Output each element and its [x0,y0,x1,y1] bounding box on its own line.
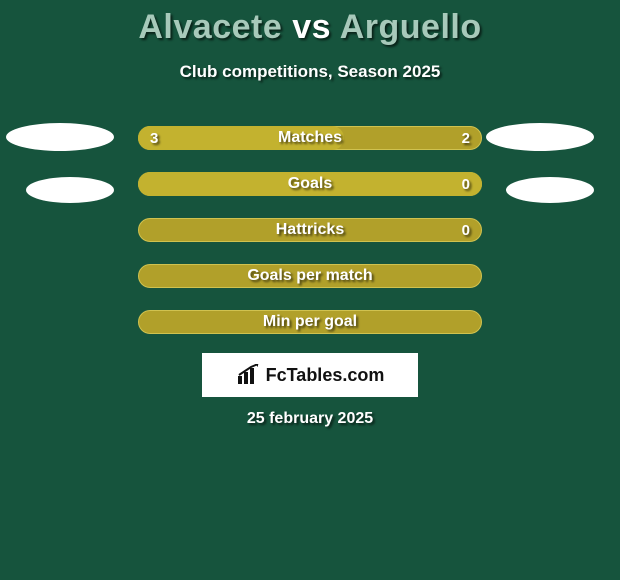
stat-bar-left-value: 3 [150,126,158,150]
stat-bar-label: Min per goal [138,310,482,334]
page-title: Alvacete vs Arguello [0,8,620,47]
title-player-right: Arguello [340,8,482,46]
title-vs: vs [292,8,331,46]
stat-bar: Goals0 [138,172,482,196]
stat-bar-label: Goals per match [138,264,482,288]
date-line: 25 february 2025 [0,410,620,428]
decorative-ellipse [6,123,114,151]
stat-bar-label: Matches [138,126,482,150]
stat-bar-right-value: 0 [462,218,470,242]
decorative-ellipse [506,177,594,203]
title-player-left: Alvacete [138,8,282,46]
decorative-ellipse [26,177,114,203]
logo-text: FcTables.com [266,365,385,386]
fctables-logo: FcTables.com [202,353,418,397]
subtitle: Club competitions, Season 2025 [0,62,620,82]
decorative-ellipse [486,123,594,151]
stat-bar: Goals per match [138,264,482,288]
stat-bar-right-value: 0 [462,172,470,196]
stat-bar-label: Goals [138,172,482,196]
stat-bar-label: Hattricks [138,218,482,242]
stat-bar: Hattricks0 [138,218,482,242]
bar-chart-icon [236,364,262,386]
stat-bar-right-value: 2 [462,126,470,150]
stat-bar: Min per goal [138,310,482,334]
stat-bar: Matches3 2 [138,126,482,150]
